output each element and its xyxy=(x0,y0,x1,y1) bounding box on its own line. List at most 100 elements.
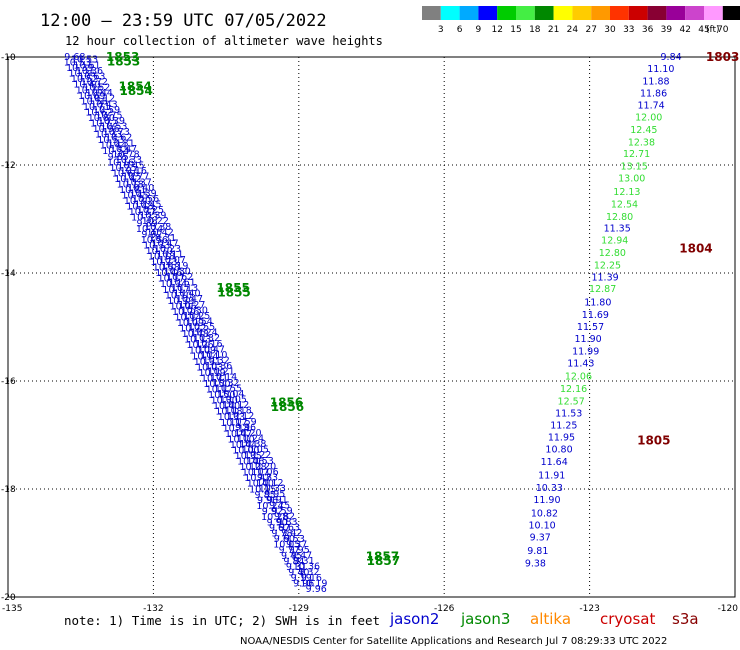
wave-height-value: 10.24 xyxy=(256,501,283,512)
wave-height-value: 10.06 xyxy=(170,301,197,312)
wave-height-value: 10.44 xyxy=(100,141,127,152)
wave-height-value: 10.46 xyxy=(155,268,182,279)
wave-height-value: 9.96 xyxy=(306,584,327,595)
wave-height-value: 10.39 xyxy=(139,211,166,222)
scale-label: 9 xyxy=(476,25,482,35)
scale-swatch xyxy=(685,6,704,20)
wave-height-value: 10.10 xyxy=(227,434,254,445)
wave-height-value: 10.77 xyxy=(122,172,149,183)
longitude-label: -120 xyxy=(718,604,739,614)
wave-height-value: 10.05 xyxy=(273,540,300,551)
wave-height-value: 9.95 xyxy=(289,545,310,556)
wave-height-value: 10.33 xyxy=(115,155,142,166)
latitude-label: -16 xyxy=(1,377,16,387)
satellite-name-cryosat: cryosat xyxy=(600,610,655,628)
wave-height-value: 9.60 xyxy=(274,534,295,545)
wave-height-value: 10.47 xyxy=(151,239,178,250)
wave-height-value: 10.31 xyxy=(108,138,135,149)
pass-time-label: 1856 xyxy=(271,400,304,414)
wave-height-value: 9.84 xyxy=(661,52,682,63)
pass-time-label: 1857 xyxy=(366,550,399,564)
wave-height-value: 10.33 xyxy=(218,412,245,423)
wave-height-value: 9.90 xyxy=(267,518,288,529)
wave-height-value: 10.31 xyxy=(194,357,221,368)
wave-height-value: 11.80 xyxy=(584,298,611,309)
wave-height-value: 10.59 xyxy=(93,105,120,116)
wave-height-value: 10.18 xyxy=(117,179,144,190)
wave-height-value: 10.03 xyxy=(196,362,223,373)
scale-swatch xyxy=(647,6,667,20)
wave-height-value: 10.12 xyxy=(88,94,115,105)
wave-height-value: 9.84 xyxy=(283,556,304,567)
satellite-legend: jason2 jason3 altika cryosat s3a xyxy=(389,610,699,628)
wave-height-value: 10.96 xyxy=(93,124,120,135)
wave-height-value: 9.32 xyxy=(298,567,319,578)
wave-height-value: 10.13 xyxy=(171,283,198,294)
latitude-label: -18 xyxy=(1,485,16,495)
pass-time-label: 1804 xyxy=(679,242,712,256)
longitude-label: -132 xyxy=(143,604,163,614)
longitude-label: -129 xyxy=(289,604,310,614)
wave-height-value: 10.22 xyxy=(179,324,206,335)
wave-height-value: 10.07 xyxy=(159,255,186,266)
wave-height-value: 9.45 xyxy=(281,551,302,562)
map-frame xyxy=(7,56,736,598)
wave-height-value: 9.59 xyxy=(272,506,293,517)
wave-height-value: 9.19 xyxy=(291,573,312,584)
wave-height-value: 13.00 xyxy=(618,174,645,185)
scale-swatch xyxy=(422,6,441,20)
wave-height-value: 10.55 xyxy=(188,322,215,333)
wave-height-value: 10.82 xyxy=(531,508,558,519)
scale-label: 33 xyxy=(623,25,634,35)
wave-height-value: 10.19 xyxy=(300,578,327,589)
wave-height-value: 9.75 xyxy=(269,500,290,511)
wave-height-value: 10.36 xyxy=(293,562,320,573)
scale-label: 21 xyxy=(548,25,559,35)
wave-height-value: 10.59 xyxy=(229,417,256,428)
wave-height-value: 11.91 xyxy=(538,471,565,482)
wave-height-value: 12.57 xyxy=(558,397,585,408)
wave-height-value: 10.09 xyxy=(189,346,216,357)
wave-height-value: 10.80 xyxy=(88,113,115,124)
wave-height-value: 10.56 xyxy=(132,194,159,205)
wave-height-value: 10.24 xyxy=(190,328,217,339)
wave-height-value: 10.52 xyxy=(83,83,110,94)
wave-height-value: 10.36 xyxy=(69,69,96,80)
scale-swatch xyxy=(722,6,740,20)
wave-height-value: 9.95 xyxy=(264,489,285,500)
credit-line: NOAA/NESDIS Center for Satellite Applica… xyxy=(240,636,667,647)
scale-swatch xyxy=(610,6,629,20)
wave-height-value: 10.53 xyxy=(247,456,274,467)
wave-height-value: 10.19 xyxy=(199,368,226,379)
wave-height-value: 9.83 xyxy=(276,517,297,528)
latitude-label: -10 xyxy=(1,53,16,63)
wave-height-value: 10.56 xyxy=(81,96,108,107)
wave-height-value: 11.25 xyxy=(550,420,577,431)
scale-label: 42 xyxy=(679,25,690,35)
wave-height-value: 10.48 xyxy=(126,202,153,213)
wave-height-value: 10.17 xyxy=(206,385,233,396)
footnote: note: 1) Time is in UTC; 2) SWH is in fe… xyxy=(64,613,380,628)
wave-height-value: 10.43 xyxy=(90,99,117,110)
wave-height-value: 10.70 xyxy=(146,246,173,257)
wave-height-value: 10.04 xyxy=(217,389,244,400)
wave-height-value: 10.45 xyxy=(117,161,144,172)
east-altimeter-track: 9.8411.1011.8811.8611.7412.0012.4512.381… xyxy=(525,52,682,570)
scale-label: 30 xyxy=(604,25,616,35)
scale-swatch xyxy=(553,6,573,20)
scale-swatch xyxy=(478,6,498,20)
wave-height-value: 12.80 xyxy=(599,248,626,259)
wave-height-value: 10.17 xyxy=(162,285,189,296)
wave-height-value: 11.10 xyxy=(647,64,674,75)
scale-swatch xyxy=(704,6,723,20)
wave-height-value: 10.18 xyxy=(225,406,252,417)
wave-height-value: 10.26 xyxy=(172,307,199,318)
wave-height-value: 9.92 xyxy=(262,506,283,517)
wave-height-value: 10.42 xyxy=(114,174,141,185)
longitude-label: -123 xyxy=(579,604,599,614)
wave-height-value: 10.39 xyxy=(98,116,125,127)
wave-height-value: 10.61 xyxy=(169,278,196,289)
wave-height-value: 10.28 xyxy=(261,512,288,523)
wave-height-value: 9.47 xyxy=(291,550,312,561)
